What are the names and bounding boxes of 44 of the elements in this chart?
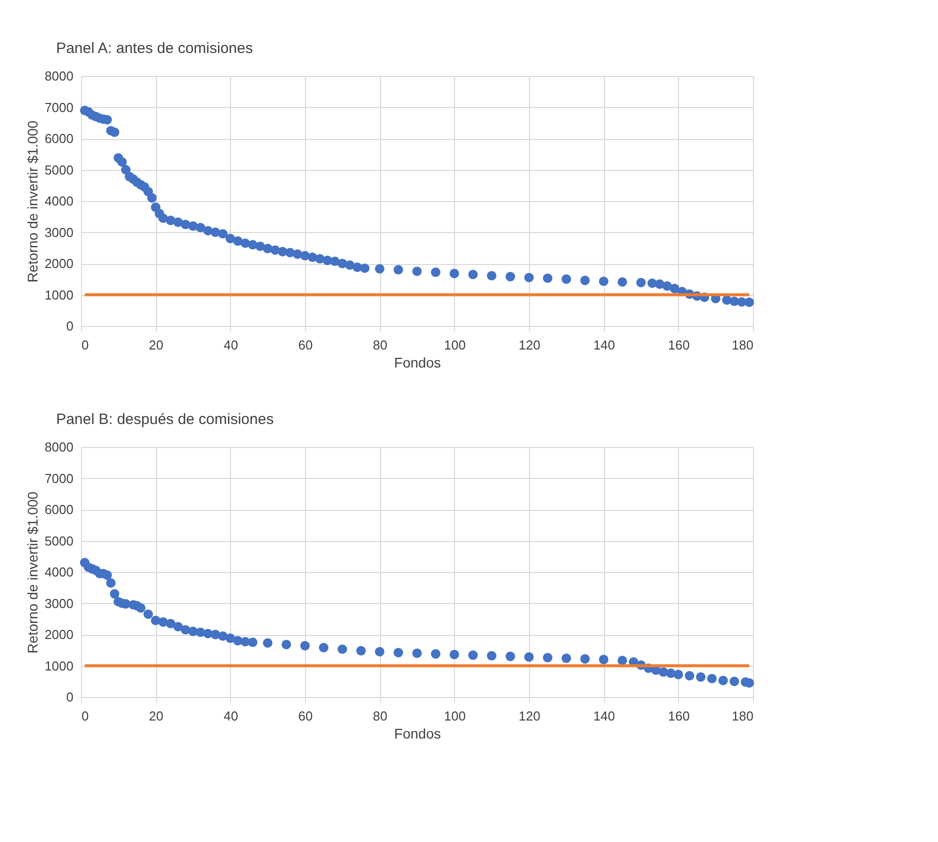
x-tick-label: 60: [298, 708, 313, 724]
x-tick-label: 140: [593, 338, 616, 352]
x-tick-label: 140: [593, 708, 616, 724]
y-tick-label: 0: [66, 690, 74, 704]
x-tick-label: 120: [518, 708, 540, 724]
y-tick-label: 6000: [44, 502, 74, 517]
x-tick-label: 160: [668, 708, 690, 724]
y-tick-label: 4000: [44, 194, 74, 208]
y-tick-label: 7000: [44, 100, 74, 115]
x-axis-title: Fondos: [394, 726, 441, 742]
y-tick-label: 5000: [44, 162, 74, 178]
chart-title: Panel B: después de comisiones: [56, 411, 274, 428]
y-axis-title: Retorno de invertir $1.000: [24, 120, 41, 282]
y-tick-label: 1000: [44, 287, 74, 302]
x-tick-label: 60: [298, 338, 313, 352]
x-tick-label: 120: [518, 338, 540, 352]
x-tick-label: 20: [148, 708, 164, 724]
x-tick-label: 40: [224, 338, 238, 352]
x-tick-label: 160: [668, 338, 690, 352]
x-tick-label: 100: [444, 338, 466, 352]
y-tick-label: 8000: [44, 440, 74, 454]
y-tick-label: 2000: [44, 256, 74, 271]
y-tick-label: 5000: [44, 533, 74, 548]
y-tick-label: 2000: [44, 627, 74, 642]
y-tick-label: 1000: [44, 658, 74, 674]
x-tick-label: 100: [444, 708, 466, 724]
x-tick-label: 180: [732, 708, 754, 724]
y-tick-label: 3000: [44, 224, 74, 240]
y-tick-label: 6000: [44, 131, 74, 146]
x-tick-label: 20: [148, 338, 164, 352]
y-tick-label: 4000: [44, 564, 74, 580]
y-tick-label: 8000: [44, 68, 74, 84]
x-tick-label: 80: [372, 338, 388, 352]
chart-title: Panel A: antes de comisiones: [56, 40, 253, 57]
y-tick-label: 0: [66, 318, 74, 334]
x-tick-label: 0: [82, 708, 89, 724]
x-tick-label: 80: [372, 708, 388, 724]
x-tick-label: 0: [82, 338, 89, 352]
x-axis-title: Fondos: [394, 354, 441, 370]
x-tick-label: 40: [224, 708, 238, 724]
x-tick-label: 180: [732, 338, 754, 352]
y-tick-label: 7000: [44, 470, 74, 486]
y-tick-label: 3000: [44, 596, 74, 611]
y-axis-title: Retorno de invertir $1.000: [24, 491, 41, 654]
